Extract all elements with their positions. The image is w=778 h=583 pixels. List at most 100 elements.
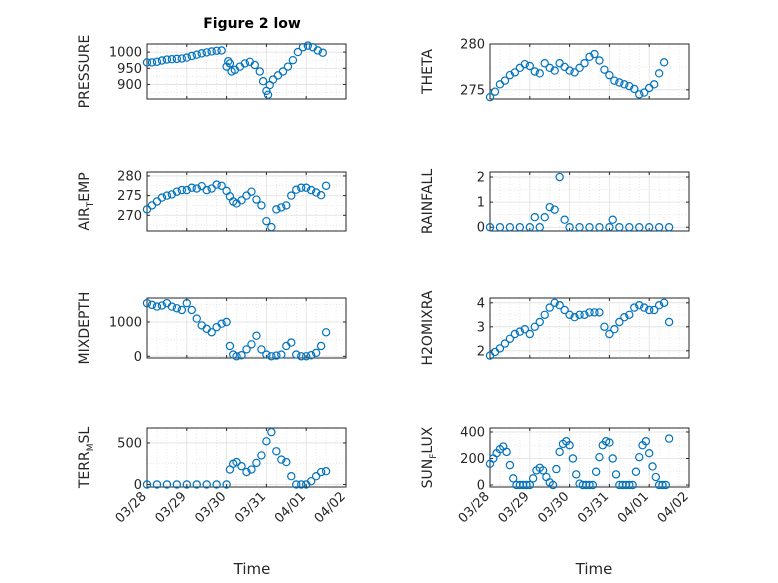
data-point — [520, 325, 530, 334]
data-point — [565, 66, 574, 75]
data-point — [505, 223, 515, 232]
data-point — [283, 62, 293, 71]
data-point — [192, 50, 201, 59]
data-point — [600, 322, 609, 331]
data-point — [306, 476, 316, 486]
data-point — [495, 344, 505, 353]
data-point — [605, 70, 614, 80]
series-markers — [142, 41, 327, 99]
data-point — [267, 427, 276, 437]
minor-grid — [490, 172, 689, 231]
data-point — [595, 308, 604, 317]
y-tick-label: 1 — [477, 196, 485, 211]
data-point — [313, 46, 323, 55]
data-point — [172, 54, 182, 64]
data-point — [560, 215, 569, 224]
data-point — [272, 447, 281, 456]
data-point — [157, 301, 167, 310]
data-point — [525, 480, 535, 490]
data-point — [177, 54, 187, 63]
data-point — [287, 471, 296, 481]
right-x-axis-label: Time — [575, 560, 613, 578]
data-point — [555, 172, 564, 182]
y-tick-label: 0 — [477, 479, 485, 494]
subplot-h2omixra: 2 3 4 H2OMIXRA — [420, 290, 690, 366]
data-point — [222, 317, 231, 327]
data-point — [282, 457, 291, 467]
y-axis-label: MIXDEPTH — [77, 292, 93, 365]
data-point — [232, 352, 241, 361]
data-point — [316, 341, 326, 351]
data-point — [217, 46, 226, 55]
data-point — [237, 196, 246, 205]
data-point — [292, 185, 301, 194]
data-point — [525, 223, 535, 232]
data-point — [659, 58, 669, 67]
data-point — [500, 76, 510, 85]
data-point — [550, 298, 559, 307]
data-point — [262, 437, 271, 446]
data-point — [658, 480, 667, 490]
axes-frame — [489, 43, 690, 100]
series-markers — [485, 434, 674, 490]
y-tick-label: 275 — [117, 189, 142, 204]
data-point — [545, 303, 554, 312]
y-tick-label: 200 — [460, 452, 485, 467]
data-point — [157, 56, 167, 65]
data-point — [224, 56, 233, 66]
data-point — [172, 187, 182, 196]
data-point — [620, 80, 629, 89]
left-x-axis-label: Time — [233, 560, 271, 578]
data-point — [540, 59, 549, 68]
data-point — [530, 322, 539, 331]
data-point — [560, 305, 569, 315]
data-point — [182, 480, 191, 489]
data-point — [258, 77, 268, 86]
data-point — [635, 90, 644, 99]
y-tick-label: 275 — [460, 83, 485, 98]
y-tick-label: 280 — [117, 169, 142, 184]
data-point — [515, 327, 525, 336]
data-point — [287, 191, 296, 200]
minor-grid — [490, 428, 689, 487]
data-point — [625, 310, 634, 319]
data-point — [530, 67, 539, 76]
data-point — [321, 181, 331, 190]
data-point — [535, 69, 544, 78]
data-point — [550, 66, 559, 75]
data-point — [242, 345, 251, 354]
data-point — [311, 471, 321, 481]
minor-grid — [147, 298, 346, 358]
data-point — [225, 59, 235, 68]
y-tick-label: 280 — [460, 38, 485, 53]
data-point — [565, 441, 574, 450]
data-point — [528, 474, 538, 483]
y-tick-label: 270 — [117, 209, 142, 224]
data-point — [575, 223, 584, 232]
data-point — [212, 46, 221, 55]
data-point — [172, 304, 182, 313]
data-point — [187, 51, 196, 61]
data-point — [645, 448, 654, 458]
data-point — [635, 301, 644, 310]
data-point — [641, 437, 651, 446]
data-point — [247, 340, 256, 349]
data-point — [142, 58, 152, 67]
data-point — [605, 438, 614, 447]
data-point — [545, 202, 554, 212]
data-point — [608, 454, 617, 463]
data-point — [661, 480, 670, 490]
series-markers — [485, 172, 674, 232]
data-point — [167, 55, 177, 64]
data-point — [664, 223, 674, 232]
series-markers — [485, 49, 669, 102]
data-point — [182, 53, 191, 62]
data-point — [570, 68, 579, 77]
data-point — [585, 52, 594, 62]
data-point — [548, 480, 558, 490]
data-point — [255, 67, 264, 76]
data-point — [237, 351, 246, 360]
data-point — [485, 223, 495, 232]
data-point — [520, 59, 530, 69]
